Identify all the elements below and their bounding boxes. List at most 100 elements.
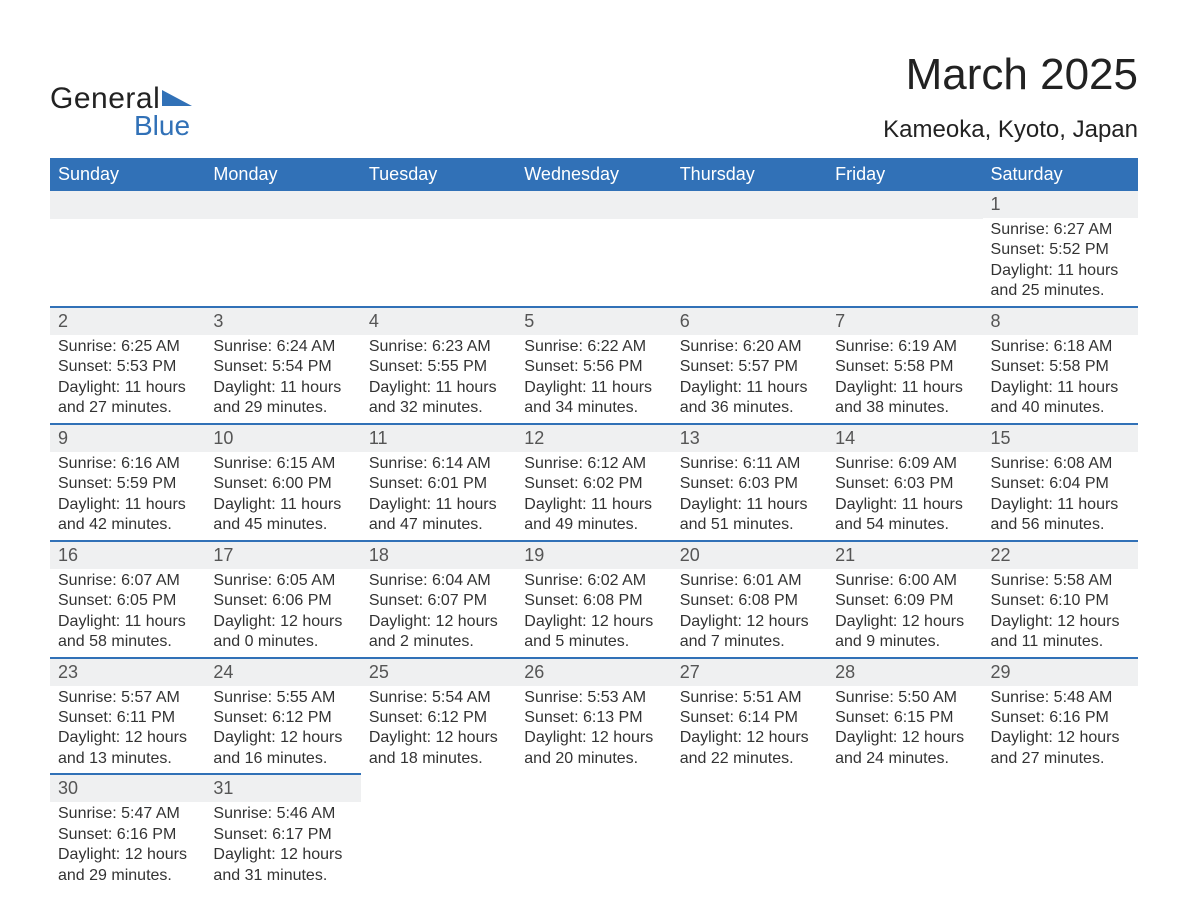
calendar-cell: 25Sunrise: 5:54 AMSunset: 6:12 PMDayligh… [361, 658, 516, 775]
calendar-cell: 23Sunrise: 5:57 AMSunset: 6:11 PMDayligh… [50, 658, 205, 775]
day-details: Sunrise: 6:05 AMSunset: 6:06 PMDaylight:… [205, 569, 360, 657]
day-number: 9 [50, 425, 205, 452]
calendar-cell: 7Sunrise: 6:19 AMSunset: 5:58 PMDaylight… [827, 307, 982, 424]
day-number: 30 [50, 775, 205, 802]
calendar-cell: 30Sunrise: 5:47 AMSunset: 6:16 PMDayligh… [50, 774, 205, 890]
day-details: Sunrise: 6:15 AMSunset: 6:00 PMDaylight:… [205, 452, 360, 540]
calendar-cell: 22Sunrise: 5:58 AMSunset: 6:10 PMDayligh… [983, 541, 1138, 658]
calendar-table: Sunday Monday Tuesday Wednesday Thursday… [50, 158, 1138, 890]
calendar-cell: 2Sunrise: 6:25 AMSunset: 5:53 PMDaylight… [50, 307, 205, 424]
day-details: Sunrise: 6:23 AMSunset: 5:55 PMDaylight:… [361, 335, 516, 423]
calendar-cell [50, 191, 205, 307]
day-details: Sunrise: 6:00 AMSunset: 6:09 PMDaylight:… [827, 569, 982, 657]
day-header-row: Sunday Monday Tuesday Wednesday Thursday… [50, 158, 1138, 191]
day-details: Sunrise: 6:20 AMSunset: 5:57 PMDaylight:… [672, 335, 827, 423]
day-number: 12 [516, 425, 671, 452]
day-details-empty [50, 219, 205, 245]
day-number: 1 [983, 191, 1138, 218]
location: Kameoka, Kyoto, Japan [883, 116, 1138, 144]
day-details: Sunrise: 6:04 AMSunset: 6:07 PMDaylight:… [361, 569, 516, 657]
calendar-cell: 19Sunrise: 6:02 AMSunset: 6:08 PMDayligh… [516, 541, 671, 658]
day-number: 4 [361, 308, 516, 335]
calendar-cell: 13Sunrise: 6:11 AMSunset: 6:03 PMDayligh… [672, 424, 827, 541]
day-number: 21 [827, 542, 982, 569]
day-number: 23 [50, 659, 205, 686]
day-number-empty [205, 191, 360, 219]
day-number: 22 [983, 542, 1138, 569]
day-number-empty [672, 191, 827, 219]
day-number: 5 [516, 308, 671, 335]
calendar-cell: 4Sunrise: 6:23 AMSunset: 5:55 PMDaylight… [361, 307, 516, 424]
calendar-cell: 26Sunrise: 5:53 AMSunset: 6:13 PMDayligh… [516, 658, 671, 775]
day-details: Sunrise: 5:47 AMSunset: 6:16 PMDaylight:… [50, 802, 205, 890]
calendar-cell: 1Sunrise: 6:27 AMSunset: 5:52 PMDaylight… [983, 191, 1138, 307]
day-details: Sunrise: 6:14 AMSunset: 6:01 PMDaylight:… [361, 452, 516, 540]
day-number: 14 [827, 425, 982, 452]
day-number: 3 [205, 308, 360, 335]
calendar-week-row: 16Sunrise: 6:07 AMSunset: 6:05 PMDayligh… [50, 541, 1138, 658]
day-header: Monday [205, 158, 360, 191]
calendar-cell [827, 774, 982, 890]
calendar-cell: 24Sunrise: 5:55 AMSunset: 6:12 PMDayligh… [205, 658, 360, 775]
calendar-cell [672, 774, 827, 890]
day-number: 8 [983, 308, 1138, 335]
day-details: Sunrise: 5:48 AMSunset: 6:16 PMDaylight:… [983, 686, 1138, 774]
calendar-week-row: 2Sunrise: 6:25 AMSunset: 5:53 PMDaylight… [50, 307, 1138, 424]
day-number: 11 [361, 425, 516, 452]
calendar-cell: 27Sunrise: 5:51 AMSunset: 6:14 PMDayligh… [672, 658, 827, 775]
day-number-empty [50, 191, 205, 219]
calendar-cell: 14Sunrise: 6:09 AMSunset: 6:03 PMDayligh… [827, 424, 982, 541]
calendar-cell: 12Sunrise: 6:12 AMSunset: 6:02 PMDayligh… [516, 424, 671, 541]
calendar-cell: 17Sunrise: 6:05 AMSunset: 6:06 PMDayligh… [205, 541, 360, 658]
day-header: Saturday [983, 158, 1138, 191]
day-header: Friday [827, 158, 982, 191]
day-number: 27 [672, 659, 827, 686]
day-details-empty [361, 219, 516, 245]
day-details: Sunrise: 6:08 AMSunset: 6:04 PMDaylight:… [983, 452, 1138, 540]
calendar-cell: 28Sunrise: 5:50 AMSunset: 6:15 PMDayligh… [827, 658, 982, 775]
day-number: 28 [827, 659, 982, 686]
day-number: 6 [672, 308, 827, 335]
day-details-empty [827, 219, 982, 245]
day-details: Sunrise: 6:18 AMSunset: 5:58 PMDaylight:… [983, 335, 1138, 423]
logo-text-blue: Blue [134, 110, 192, 142]
calendar-cell: 9Sunrise: 6:16 AMSunset: 5:59 PMDaylight… [50, 424, 205, 541]
day-number-empty [827, 191, 982, 219]
day-number: 29 [983, 659, 1138, 686]
header: General Blue March 2025 Kameoka, Kyoto, … [50, 50, 1138, 144]
calendar-cell: 18Sunrise: 6:04 AMSunset: 6:07 PMDayligh… [361, 541, 516, 658]
day-number-empty [516, 191, 671, 219]
calendar-cell: 3Sunrise: 6:24 AMSunset: 5:54 PMDaylight… [205, 307, 360, 424]
day-number-empty [361, 191, 516, 219]
calendar-cell: 16Sunrise: 6:07 AMSunset: 6:05 PMDayligh… [50, 541, 205, 658]
day-number: 25 [361, 659, 516, 686]
calendar-week-row: 9Sunrise: 6:16 AMSunset: 5:59 PMDaylight… [50, 424, 1138, 541]
calendar-cell: 29Sunrise: 5:48 AMSunset: 6:16 PMDayligh… [983, 658, 1138, 775]
day-details-empty [516, 219, 671, 245]
calendar-cell: 8Sunrise: 6:18 AMSunset: 5:58 PMDaylight… [983, 307, 1138, 424]
day-details: Sunrise: 6:07 AMSunset: 6:05 PMDaylight:… [50, 569, 205, 657]
day-number: 19 [516, 542, 671, 569]
calendar-cell: 31Sunrise: 5:46 AMSunset: 6:17 PMDayligh… [205, 774, 360, 890]
calendar-cell [983, 774, 1138, 890]
day-details: Sunrise: 6:27 AMSunset: 5:52 PMDaylight:… [983, 218, 1138, 306]
day-number: 13 [672, 425, 827, 452]
calendar-cell: 20Sunrise: 6:01 AMSunset: 6:08 PMDayligh… [672, 541, 827, 658]
calendar-cell [672, 191, 827, 307]
calendar-cell: 21Sunrise: 6:00 AMSunset: 6:09 PMDayligh… [827, 541, 982, 658]
day-details: Sunrise: 6:16 AMSunset: 5:59 PMDaylight:… [50, 452, 205, 540]
day-details: Sunrise: 5:55 AMSunset: 6:12 PMDaylight:… [205, 686, 360, 774]
day-details: Sunrise: 6:09 AMSunset: 6:03 PMDaylight:… [827, 452, 982, 540]
day-details: Sunrise: 6:12 AMSunset: 6:02 PMDaylight:… [516, 452, 671, 540]
logo: General Blue [50, 82, 192, 142]
day-number: 7 [827, 308, 982, 335]
day-number: 17 [205, 542, 360, 569]
day-details: Sunrise: 5:57 AMSunset: 6:11 PMDaylight:… [50, 686, 205, 774]
calendar-cell: 6Sunrise: 6:20 AMSunset: 5:57 PMDaylight… [672, 307, 827, 424]
day-number: 26 [516, 659, 671, 686]
calendar-week-row: 23Sunrise: 5:57 AMSunset: 6:11 PMDayligh… [50, 658, 1138, 775]
day-details: Sunrise: 5:58 AMSunset: 6:10 PMDaylight:… [983, 569, 1138, 657]
calendar-week-row: 30Sunrise: 5:47 AMSunset: 6:16 PMDayligh… [50, 774, 1138, 890]
day-details: Sunrise: 6:01 AMSunset: 6:08 PMDaylight:… [672, 569, 827, 657]
day-header: Tuesday [361, 158, 516, 191]
